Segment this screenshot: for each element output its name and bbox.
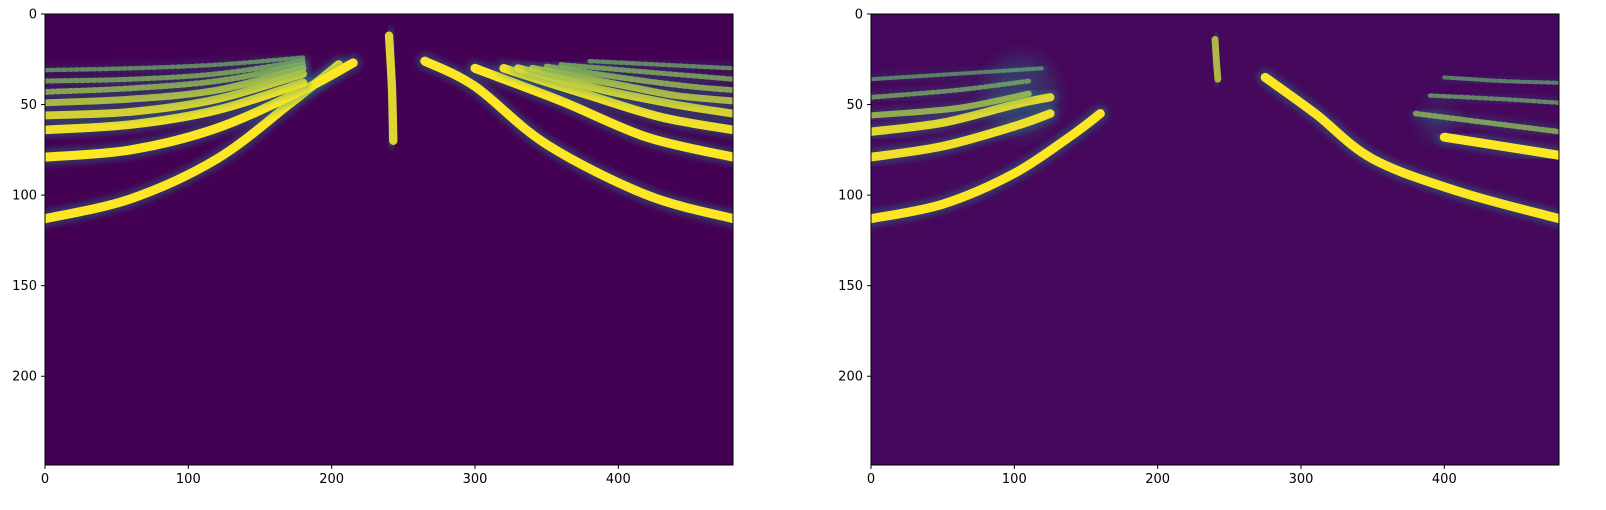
- right-panel-ytick-label-50: 50: [846, 98, 863, 113]
- right-panel-curve-4: [871, 78, 1032, 100]
- right-panel-ytick-label-150: 150: [838, 279, 863, 294]
- right-panel-frame: [870, 13, 1560, 466]
- left-panel-curve-15: [587, 58, 733, 71]
- right-panel-curve-5: [871, 66, 1046, 82]
- left-panel-plot-area: [45, 27, 733, 228]
- right-panel-xtick-label-0: 0: [867, 472, 875, 487]
- right-panel-curve-3: [871, 90, 1032, 119]
- left-panel-curve-6: [45, 58, 306, 84]
- right-panel-curve-9: [1427, 93, 1559, 106]
- right-panel-plot-area: [871, 31, 1559, 228]
- right-panel-xtick-label-300: 300: [1289, 472, 1314, 487]
- right-panel-curve-7: [1439, 132, 1559, 160]
- left-panel-curve-8: [420, 56, 733, 224]
- left-panel-ytick-label-100: 100: [12, 189, 37, 204]
- left-panel-curve-2: [45, 78, 308, 135]
- heatmap-panel-left: 0 100 200 300 400 0 50 100 150 200: [12, 8, 734, 487]
- left-panel-frame: [44, 13, 734, 466]
- right-panel-ytick-label-100: 100: [838, 189, 863, 204]
- left-panel-xtick-label-0: 0: [41, 472, 49, 487]
- left-panel-ytick-label-50: 50: [20, 98, 37, 113]
- left-panel-curve-9: [470, 63, 733, 162]
- left-panel-xtick-label-400: 400: [606, 472, 631, 487]
- right-panel-xtick-label-400: 400: [1432, 472, 1457, 487]
- left-panel-ytick-label-200: 200: [12, 370, 37, 385]
- right-panel-curve-8: [1412, 110, 1559, 135]
- left-panel-xtick-label-200: 200: [319, 472, 344, 487]
- right-panel-xtick-label-200: 200: [1145, 472, 1170, 487]
- right-panel-curve-6: [1260, 72, 1559, 224]
- left-panel-ytick-label-0: 0: [29, 8, 37, 23]
- right-panel-curve-10: [1442, 75, 1559, 85]
- left-panel-curve-16: [384, 31, 398, 145]
- right-panel-curve-2: [871, 93, 1055, 136]
- left-panel-curve-7: [45, 55, 306, 73]
- heatmap-panel-right: 0 100 200 300 400 0 50 100 150 200: [838, 8, 1560, 487]
- right-panel-xtick-label-100: 100: [1002, 472, 1027, 487]
- right-panel-ytick-label-200: 200: [838, 370, 863, 385]
- right-panel-ytick-label-0: 0: [855, 8, 863, 23]
- right-panel-curve-1: [871, 109, 1055, 162]
- left-panel-curve-1: [45, 58, 358, 162]
- left-panel-xtick-label-300: 300: [463, 472, 488, 487]
- left-panel-curve-14: [558, 62, 733, 82]
- right-panel-curve-0: [871, 109, 1105, 224]
- left-panel-xtick-label-100: 100: [176, 472, 201, 487]
- left-panel-ytick-label-150: 150: [12, 279, 37, 294]
- right-panel-curve-11: [1211, 35, 1222, 83]
